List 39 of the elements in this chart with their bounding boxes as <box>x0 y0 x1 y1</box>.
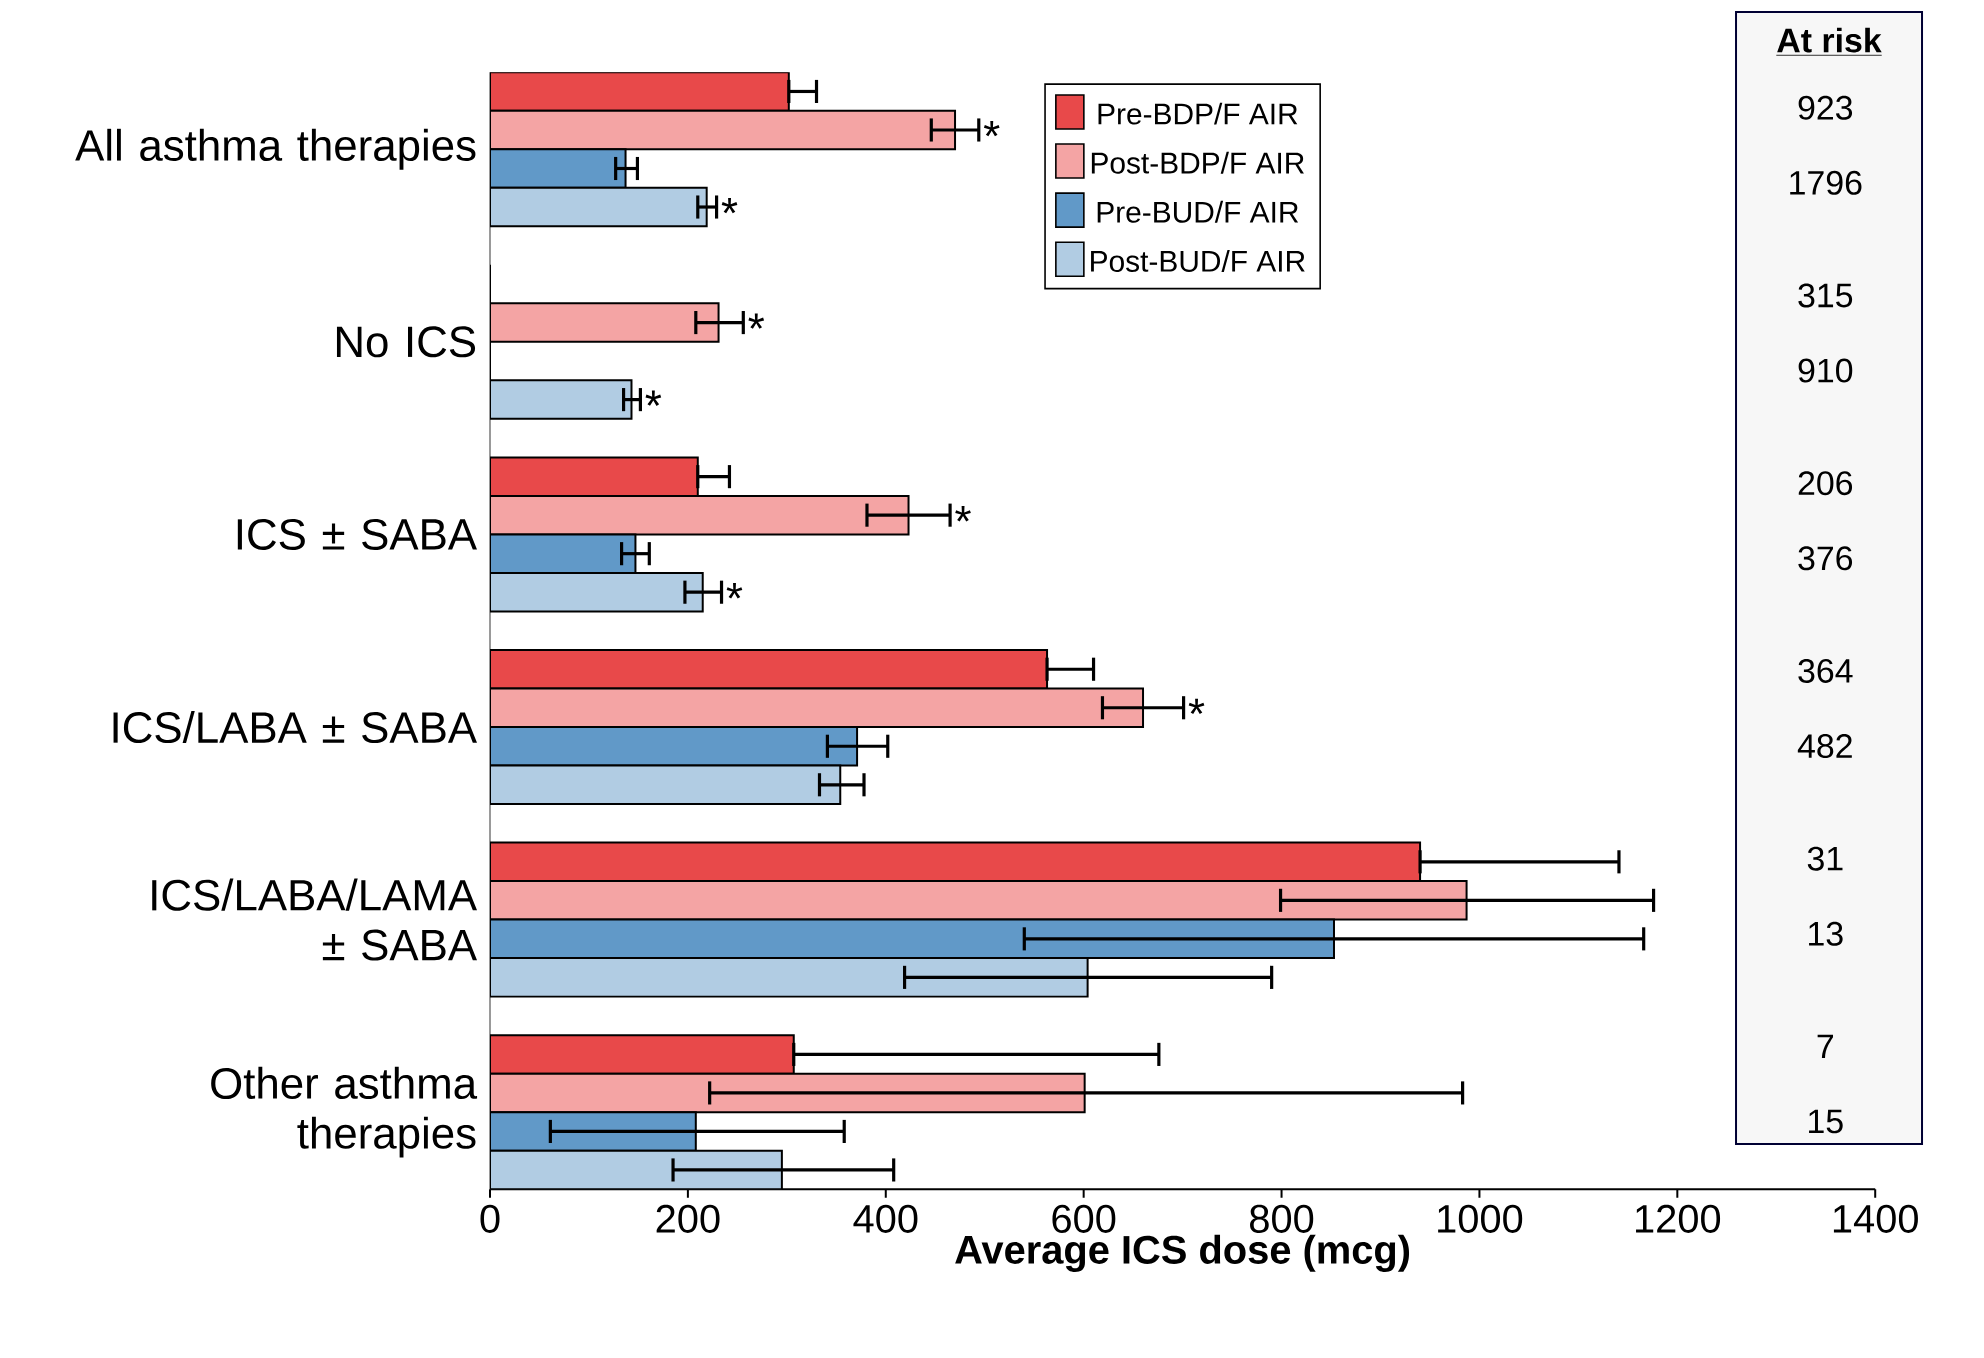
data-label: * <box>726 583 743 599</box>
annotation: 376 <box>1798 546 1853 571</box>
y-tick-label: ICS ± SABA <box>237 518 477 550</box>
annotation: 910 <box>1798 358 1853 383</box>
y-tick-label: ICS/LABA ± SABA <box>113 710 477 744</box>
annotation: 15 <box>1809 1109 1843 1134</box>
legend-label: Post-BUD/F AIR <box>1091 249 1305 272</box>
x-axis-title: Average ICS dose (mcg) <box>955 1234 1410 1272</box>
x-tick-label: 1200 <box>1636 1204 1721 1233</box>
annotation: 315 <box>1798 283 1853 308</box>
annotation: 13 <box>1809 921 1843 946</box>
annotation: 364 <box>1798 658 1853 683</box>
data-label: * <box>1188 698 1205 715</box>
data-label: * <box>645 390 662 406</box>
y-tick-label: All asthma therapies <box>75 128 476 170</box>
x-tick-label: 200 <box>656 1204 720 1233</box>
y-tick-label: ICS/LABA/LAMA ± SABA <box>152 878 478 961</box>
legend-label: Pre-BUD/F AIR <box>1097 200 1299 223</box>
data-label: * <box>748 313 765 329</box>
x-tick-label: 400 <box>853 1204 918 1233</box>
annotation: 482 <box>1797 734 1852 759</box>
legend-label: Post-BDP/F AIR <box>1091 151 1304 174</box>
y-tick-label: Other asthma therapies <box>211 1066 478 1158</box>
data-label: * <box>983 120 1000 137</box>
y-tick-label: No ICS <box>336 326 476 358</box>
data-label: * <box>721 197 738 214</box>
x-tick-label: 800 <box>1250 1204 1314 1233</box>
x-tick-label: 1000 <box>1438 1204 1523 1233</box>
annotation: 7 <box>1817 1034 1834 1059</box>
x-tick-label: 1400 <box>1833 1204 1918 1233</box>
text: At risk <box>1777 27 1882 53</box>
annotation: 923 <box>1798 95 1853 120</box>
annotation: 31 <box>1807 846 1843 871</box>
annotation: 206 <box>1798 471 1853 496</box>
x-tick-label: 600 <box>1052 1204 1116 1233</box>
legend-label: Pre-BDP/F AIR <box>1098 102 1298 125</box>
x-tick-label: 0 <box>480 1204 500 1233</box>
data-label: * <box>955 506 971 522</box>
annotation: 1796 <box>1790 170 1862 195</box>
